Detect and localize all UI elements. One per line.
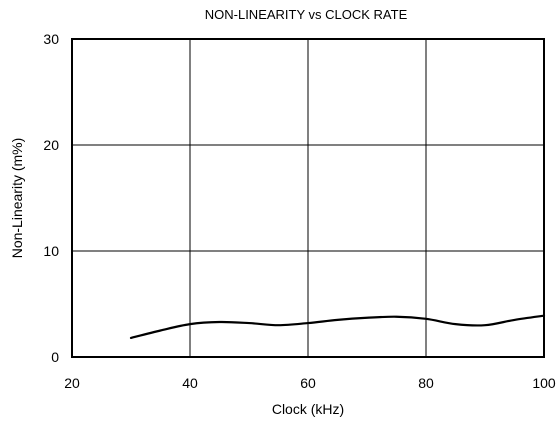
x-axis-label: Clock (kHz) <box>272 401 344 417</box>
plot-frame <box>71 38 545 358</box>
x-tick-label: 80 <box>418 375 434 391</box>
y-tick-label: 0 <box>51 349 59 365</box>
x-tick-label: 20 <box>64 375 80 391</box>
x-tick-labels: 20 40 60 80 100 <box>64 375 556 391</box>
y-tick-label: 20 <box>43 137 59 153</box>
y-tick-label: 10 <box>43 243 59 259</box>
y-axis-label: Non-Linearity (m%) <box>9 138 25 259</box>
x-tick-label: 100 <box>532 375 556 391</box>
grid <box>72 39 544 357</box>
chart-title: NON-LINEARITY vs CLOCK RATE <box>205 7 408 22</box>
y-tick-label: 30 <box>43 31 59 47</box>
x-tick-label: 60 <box>300 375 316 391</box>
series-line <box>129 314 546 340</box>
x-tick-label: 40 <box>182 375 198 391</box>
y-tick-labels: 0 10 20 30 <box>43 31 59 365</box>
